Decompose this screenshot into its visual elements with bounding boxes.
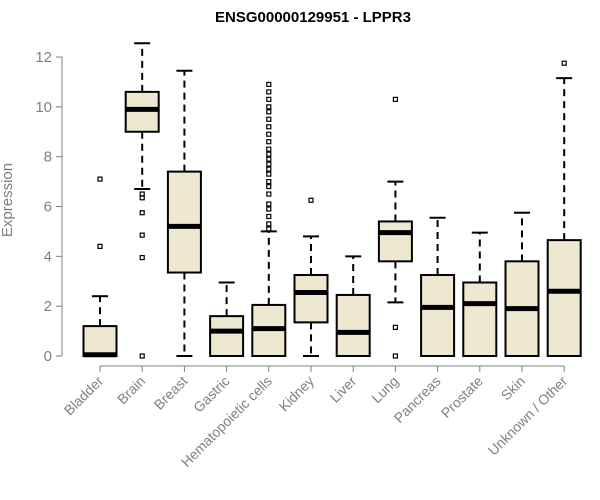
outlier-point [139, 232, 145, 238]
box-bladder [82, 176, 118, 358]
x-tick-label: Liver [327, 373, 360, 406]
chart-title: ENSG00000129951 - LPPR3 [215, 9, 411, 26]
outlier-point [308, 197, 314, 203]
outlier-point [266, 104, 272, 110]
outlier-point [139, 353, 145, 359]
outlier-point [266, 124, 272, 130]
x-tick-label: Unknown / Other [485, 373, 571, 459]
y-tick-label: 8 [44, 149, 52, 166]
box-liver [335, 255, 371, 357]
outlier-point [266, 221, 272, 227]
box-iqr [420, 274, 456, 358]
box-gastric [209, 281, 245, 357]
outlier-point [266, 81, 272, 88]
x-tick-label: Kidney [276, 373, 318, 415]
box-pancreas [420, 216, 456, 358]
outlier-point [392, 324, 398, 330]
outlier-point [139, 191, 145, 197]
box-brain [124, 42, 160, 359]
x-tick-label: Brain [114, 373, 148, 407]
box-iqr [335, 293, 371, 357]
y-axis: 0 2 4 6 8 10 12 [35, 49, 63, 365]
outlier-point [266, 213, 272, 220]
outlier-point [266, 109, 272, 115]
box-iqr [546, 239, 582, 357]
outlier-point [266, 201, 272, 207]
box-breast [166, 69, 202, 357]
box-iqr [462, 281, 498, 357]
y-tick-label: 2 [44, 298, 52, 315]
boxes-layer [82, 42, 582, 359]
outlier-point [266, 171, 272, 177]
box-iqr [82, 325, 118, 358]
y-axis-label: Expression [0, 163, 16, 237]
outlier-point [266, 226, 272, 232]
box-prostate [462, 231, 498, 357]
outlier-point [266, 183, 272, 190]
outlier-point [266, 116, 272, 122]
outlier-point [266, 89, 272, 95]
x-tick-label: Pancreas [391, 373, 444, 426]
outlier-point [266, 146, 272, 152]
outlier-point [139, 210, 145, 216]
x-tick-label: Lung [368, 373, 401, 406]
x-tick-label: Prostate [438, 373, 486, 421]
outlier-point [561, 60, 567, 66]
box-iqr [209, 315, 245, 357]
outlier-point [266, 96, 272, 102]
y-tick-label: 4 [44, 248, 52, 265]
outlier-point [266, 131, 272, 137]
box-hematopoietic-cells [251, 81, 287, 358]
x-tick-label: Skin [498, 373, 529, 404]
outlier-point [266, 178, 272, 185]
outlier-point [392, 353, 398, 359]
y-tick-label: 12 [35, 49, 52, 66]
y-tick-label: 0 [44, 348, 52, 365]
outlier-point [266, 191, 272, 197]
outlier-point [139, 254, 145, 261]
box-skin [504, 211, 540, 358]
outlier-point [266, 161, 272, 167]
outlier-point [266, 151, 272, 157]
outlier-point [392, 96, 398, 102]
y-tick-label: 10 [35, 99, 52, 116]
box-unknown-other [546, 60, 582, 357]
outlier-point [266, 139, 272, 145]
box-lung [377, 96, 413, 359]
box-kidney [293, 197, 329, 357]
box-iqr [293, 274, 329, 324]
x-tick-label: Breast [151, 373, 191, 413]
outlier-point [266, 206, 272, 212]
outlier-point [97, 176, 103, 182]
box-iqr [377, 220, 413, 263]
box-iqr [166, 170, 202, 274]
y-tick-label: 6 [44, 199, 52, 216]
outlier-point [266, 156, 272, 162]
outlier-point [97, 243, 103, 249]
outlier-point [266, 166, 272, 172]
x-tick-label: Bladder [61, 373, 107, 419]
